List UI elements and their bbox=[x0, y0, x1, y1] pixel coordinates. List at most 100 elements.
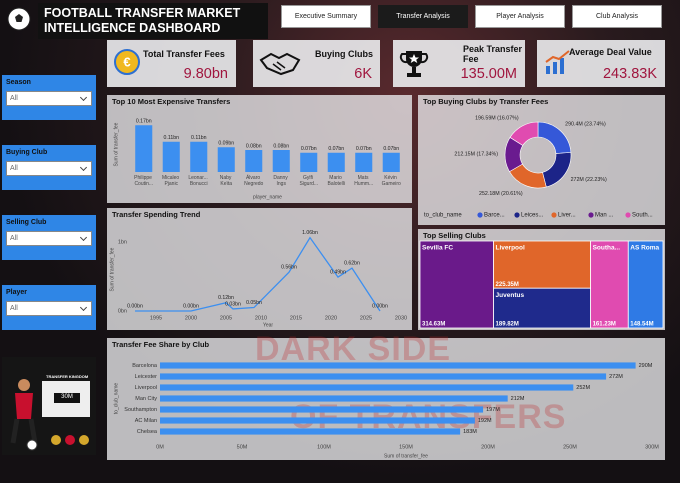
y-tick-label: AC Milan bbox=[135, 418, 157, 424]
y-tick-label: Southampton bbox=[124, 407, 157, 413]
data-label: 290M bbox=[639, 363, 653, 369]
panel bbox=[418, 95, 665, 225]
data-label: 183M bbox=[463, 429, 477, 435]
data-label: 0.07bn bbox=[328, 146, 344, 152]
x-tick-label: 100M bbox=[317, 444, 331, 450]
data-label: 0.05bn bbox=[246, 300, 262, 306]
chart-title: Transfer Spending Trend bbox=[112, 210, 201, 219]
x-tick-label: Danny Ings bbox=[273, 175, 289, 187]
slicer-label: Selling Club bbox=[6, 219, 47, 226]
bar bbox=[245, 150, 263, 172]
y-tick-label: 1bn bbox=[118, 239, 127, 245]
x-tick-label: Kévin Gameiro bbox=[382, 175, 401, 187]
data-label: 0.11bn bbox=[191, 135, 207, 141]
tile-value: 161.23M bbox=[593, 322, 616, 328]
watermark: DARK SIDE bbox=[255, 330, 452, 368]
treemap-tile bbox=[419, 240, 494, 329]
x-tick-label: 2010 bbox=[255, 315, 267, 321]
data-label: 0.07bn bbox=[301, 146, 317, 152]
tile-value: 148.54M bbox=[630, 322, 653, 328]
data-label: 0.03bn bbox=[225, 301, 241, 307]
bar bbox=[162, 141, 180, 172]
y-tick-label: Leicester bbox=[135, 374, 157, 380]
tile-label: AS Roma bbox=[630, 245, 659, 252]
chart-title: Top Buying Clubs by Transfer Fees bbox=[423, 97, 548, 106]
trophy-icon bbox=[399, 51, 429, 77]
promo-art bbox=[2, 357, 96, 455]
tab[interactable]: Executive Summary bbox=[281, 5, 371, 28]
pie-slice bbox=[509, 121, 539, 146]
slicer-label: Player bbox=[6, 289, 28, 296]
growth-icon bbox=[545, 50, 570, 74]
bar bbox=[355, 152, 373, 172]
x-tick-label: 1995 bbox=[150, 315, 162, 321]
dropdown[interactable]: All bbox=[6, 231, 92, 246]
chart-title: Transfer Fee Share by Club bbox=[112, 340, 210, 349]
tile-label: Sevilla FC bbox=[422, 245, 453, 252]
x-tick-label: 2015 bbox=[290, 315, 302, 321]
bar bbox=[382, 152, 400, 172]
slicer: Season All bbox=[2, 75, 96, 120]
bar bbox=[217, 147, 235, 172]
data-label: 212.15M (17.34%) bbox=[454, 152, 498, 158]
data-label: 196.59M (16.07%) bbox=[475, 116, 519, 122]
data-label: 0.00bn bbox=[372, 303, 388, 309]
legend-swatch bbox=[551, 212, 557, 218]
tab-active[interactable]: Transfer Analysis bbox=[378, 5, 468, 28]
kpi-card: € Total Transfer Fees 9.80bn bbox=[107, 40, 236, 87]
line bbox=[135, 236, 381, 312]
svg-text:€: € bbox=[123, 54, 130, 69]
data-label: 197M bbox=[486, 407, 500, 413]
y-tick-label: Man City bbox=[135, 396, 157, 402]
kpi-value: 135.00M bbox=[460, 66, 517, 82]
slicer-label: Buying Club bbox=[6, 149, 48, 156]
data-label: 0.56bn bbox=[281, 265, 297, 271]
x-tick-label: Micaleo Pjanic bbox=[162, 175, 181, 187]
x-tick-label: 2000 bbox=[185, 315, 197, 321]
tab[interactable]: Club Analysis bbox=[572, 5, 662, 28]
x-tick-label: 150M bbox=[399, 444, 413, 450]
dashboard-title: FOOTBALL TRANSFER MARKET INTELLIGENCE DA… bbox=[38, 3, 268, 39]
bar bbox=[190, 141, 208, 172]
slicer: Buying Club All bbox=[2, 145, 96, 190]
x-tick-label: 2025 bbox=[360, 315, 372, 321]
pie-slice bbox=[542, 152, 572, 188]
data-label: 0.08bn bbox=[273, 143, 289, 149]
legend-label: Leices... bbox=[521, 213, 544, 219]
y-tick-label: Chelsea bbox=[137, 429, 158, 435]
bar bbox=[160, 373, 607, 380]
panel bbox=[107, 95, 412, 203]
dropdown[interactable]: All bbox=[6, 301, 92, 316]
legend-label: Liver... bbox=[558, 213, 576, 219]
x-tick-label: 2030 bbox=[395, 315, 407, 321]
y-tick-label: Liverpool bbox=[135, 385, 157, 391]
dropdown[interactable]: All bbox=[6, 91, 92, 106]
bar bbox=[160, 428, 461, 435]
tile-value: 314.63M bbox=[422, 322, 445, 328]
x-tick-label: Mats Humm... bbox=[354, 175, 373, 187]
data-label: 192M bbox=[478, 418, 492, 424]
kpi-label: Peak Transfer Fee bbox=[463, 44, 523, 64]
x-tick-label: 50M bbox=[237, 444, 248, 450]
x-axis-label: Year bbox=[263, 322, 273, 328]
data-label: 0.00bn bbox=[183, 303, 199, 309]
logo bbox=[7, 7, 31, 31]
bar bbox=[327, 152, 345, 172]
data-label: 252.18M (20.61%) bbox=[479, 191, 523, 197]
dropdown[interactable]: All bbox=[6, 161, 92, 176]
coin-icon: € bbox=[114, 49, 140, 75]
tile-label: Southa... bbox=[593, 245, 621, 252]
y-tick-label: 0bn bbox=[118, 308, 127, 314]
data-label: 290.4M (23.74%) bbox=[565, 122, 606, 128]
data-label: 1.06bn bbox=[302, 230, 318, 236]
data-label: 0.49bn bbox=[330, 269, 346, 275]
bar bbox=[160, 406, 484, 413]
data-label: 0.09bn bbox=[218, 141, 234, 147]
x-tick-label: Philippe Coutin... bbox=[134, 175, 153, 187]
data-label: 0.17bn bbox=[136, 119, 152, 125]
tab[interactable]: Player Analysis bbox=[475, 5, 565, 28]
chart-title: Top 10 Most Expensive Transfers bbox=[112, 97, 230, 106]
legend-label: South... bbox=[632, 213, 653, 219]
